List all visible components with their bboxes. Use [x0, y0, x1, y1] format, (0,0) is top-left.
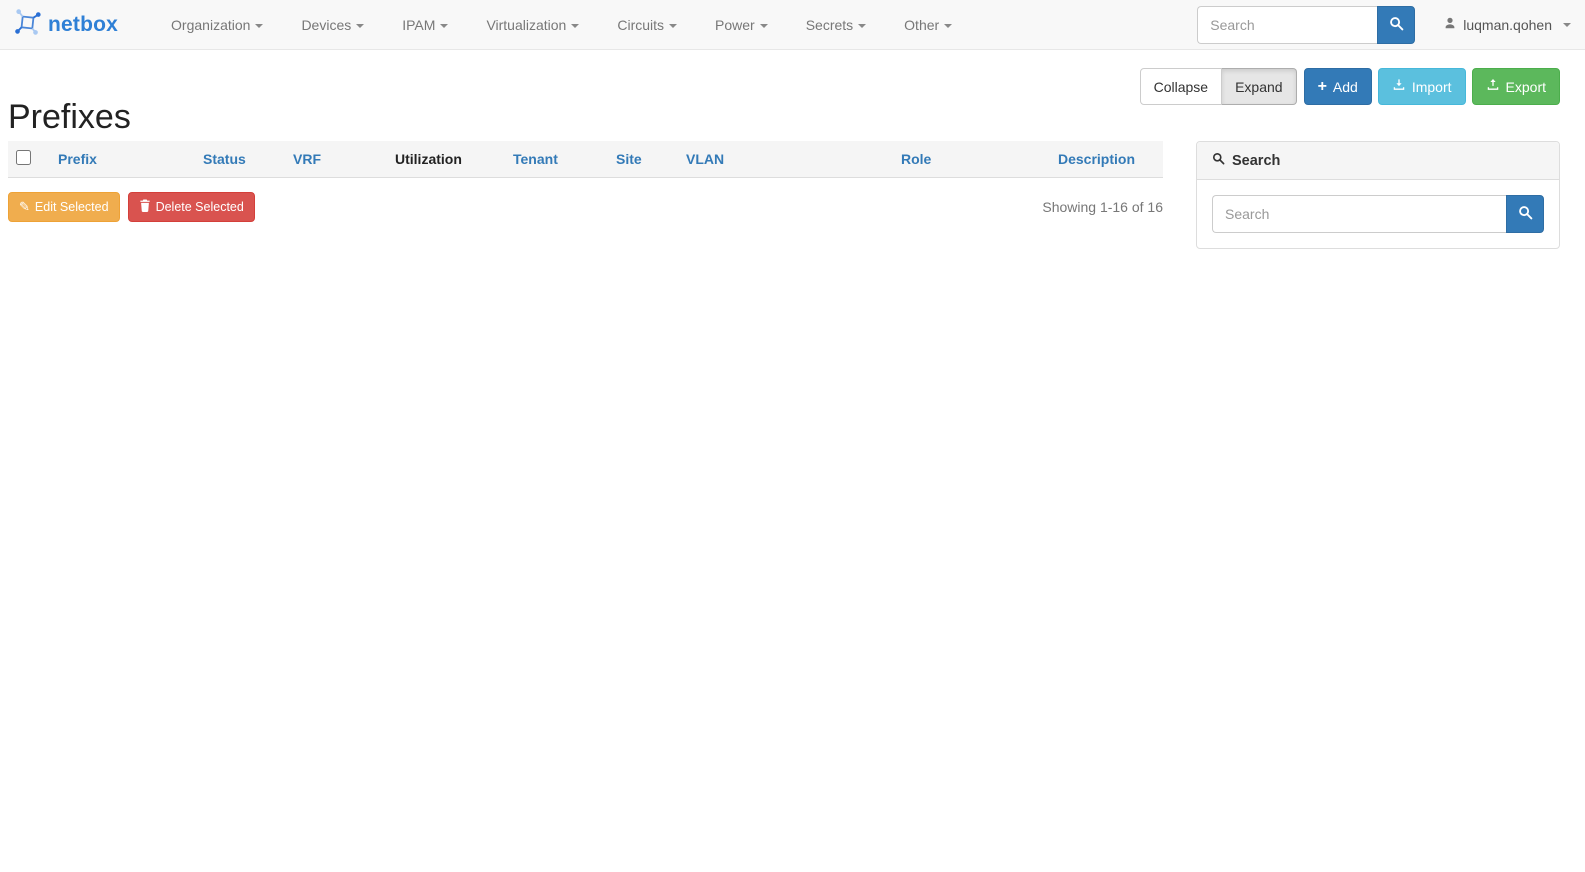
nav-item-ipam[interactable]: IPAM [383, 17, 467, 33]
sort-link-role[interactable]: Role [901, 151, 932, 167]
nav-item-other[interactable]: Other [885, 17, 971, 33]
nav-item-virtualization[interactable]: Virtualization [467, 17, 598, 33]
nav-item-label: Virtualization [486, 16, 567, 33]
nav-item-organization[interactable]: Organization [152, 17, 282, 33]
user-icon [1443, 16, 1457, 33]
edit-selected-button[interactable]: ✎ Edit Selected [8, 192, 120, 222]
nav-item-power[interactable]: Power [696, 17, 787, 33]
nav-item-devices[interactable]: Devices [282, 17, 383, 33]
nav-item-label: Circuits [617, 16, 665, 33]
sort-link-prefix[interactable]: Prefix [58, 151, 97, 167]
nav-item-label: Organization [171, 16, 251, 33]
column-header-description: Description [1050, 141, 1163, 178]
filter-search-input[interactable] [1212, 195, 1506, 233]
column-header-prefix: Prefix [50, 141, 195, 178]
search-icon [1212, 152, 1225, 169]
global-search-button[interactable] [1377, 5, 1416, 44]
select-all-checkbox[interactable] [16, 150, 31, 165]
filter-search [1212, 195, 1544, 233]
sort-link-vlan[interactable]: VLAN [686, 151, 725, 167]
nav-item-label: IPAM [402, 16, 436, 33]
brand-name: netbox [48, 12, 119, 36]
import-icon [1392, 78, 1406, 95]
filter-panel: Search [1196, 141, 1560, 249]
page-title: Prefixes [8, 98, 131, 136]
column-header-vrf: VRF [285, 141, 387, 178]
export-icon [1486, 78, 1500, 95]
pencil-icon: ✎ [19, 199, 30, 214]
sort-link-description[interactable]: Description [1058, 151, 1136, 167]
nav-item-label: Devices [301, 16, 352, 33]
netbox-logo-icon [14, 8, 41, 41]
search-icon [1518, 205, 1533, 223]
chevron-down-icon [356, 23, 365, 28]
chevron-down-icon [669, 23, 678, 28]
user-menu[interactable]: luqman.qohen [1443, 16, 1571, 33]
chevron-down-icon [571, 23, 580, 28]
column-header-utilization: Utilization [387, 141, 505, 178]
column-header-role: Role [893, 141, 1050, 178]
top-navbar: netbox Organization Devices IPAM Virtualiza… [0, 0, 1585, 50]
sort-link-vrf[interactable]: VRF [293, 151, 321, 167]
column-header-status: Status [195, 141, 285, 178]
sort-link-site[interactable]: Site [616, 151, 642, 167]
import-button[interactable]: Import [1377, 68, 1466, 105]
nav-item-label: Other [904, 16, 940, 33]
chevron-down-icon [255, 23, 264, 28]
column-header-site: Site [608, 141, 678, 178]
sort-link-tenant[interactable]: Tenant [513, 151, 558, 167]
table-header-row: Prefix Status VRF Utilization Tenant Site VLAN… [8, 141, 1163, 178]
plus-icon: + [1317, 77, 1327, 95]
chevron-down-icon [440, 23, 449, 28]
column-header-vlan: VLAN [678, 141, 893, 178]
export-button[interactable]: Export [1471, 68, 1560, 105]
nav-item-circuits[interactable]: Circuits [598, 17, 696, 33]
filter-search-button[interactable] [1506, 195, 1544, 233]
pagination-summary: Showing 1-16 of 16 [1042, 199, 1163, 215]
chevron-down-icon [1563, 22, 1571, 27]
chevron-down-icon [759, 23, 768, 28]
nav-item-label: Secrets [805, 16, 854, 33]
delete-selected-button[interactable]: Delete Selected [127, 192, 255, 222]
chevron-down-icon [858, 23, 867, 28]
nav-item-label: Power [715, 16, 755, 33]
netbox-brand[interactable]: netbox [14, 8, 119, 41]
trash-icon [139, 199, 151, 215]
add-button[interactable]: + Add [1303, 68, 1372, 105]
nav-item-secrets[interactable]: Secrets [787, 17, 885, 33]
global-search-input[interactable] [1197, 5, 1378, 44]
sort-link-status[interactable]: Status [203, 151, 246, 167]
search-icon [1389, 16, 1404, 34]
toolbar: Collapse Expand + Add Import Ex [1139, 68, 1560, 105]
global-search [1197, 5, 1416, 44]
column-header-tenant: Tenant [505, 141, 608, 178]
chevron-down-icon [944, 23, 953, 28]
expand-button[interactable]: Expand [1222, 68, 1297, 105]
filter-panel-heading: Search [1197, 142, 1559, 180]
collapse-button[interactable]: Collapse [1139, 68, 1223, 105]
prefixes-table: Prefix Status VRF Utilization Tenant Site VLAN… [8, 141, 1163, 178]
username: luqman.qohen [1463, 16, 1552, 33]
